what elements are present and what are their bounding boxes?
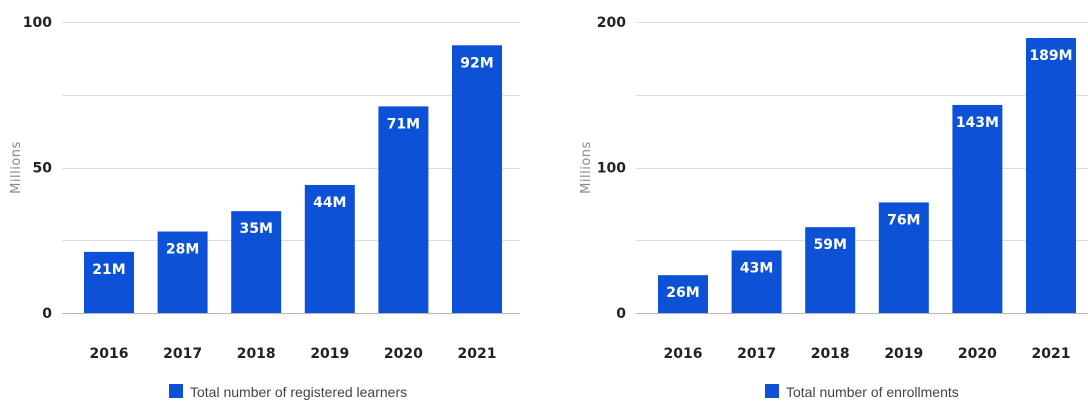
- data-label-2018: 35M: [239, 221, 272, 237]
- data-label-2021: 92M: [460, 55, 493, 71]
- legend-label: Total number of registered learners: [190, 384, 407, 400]
- x-tick-label-2016: 2016: [664, 346, 703, 362]
- bar-2020: [952, 104, 1003, 313]
- bar-2018: [231, 211, 282, 313]
- x-tick-label-2019: 2019: [884, 346, 923, 362]
- y-tick-label-0: 0: [42, 306, 52, 322]
- x-tick-label-2021: 2021: [1032, 346, 1071, 362]
- data-label-2018: 59M: [813, 237, 846, 253]
- y-tick-label-2: 200: [597, 15, 626, 31]
- x-tick-label-2020: 2020: [384, 346, 423, 362]
- bar-2021: [1026, 38, 1076, 313]
- data-label-2020: 143M: [956, 115, 999, 131]
- x-tick-label-2018: 2018: [237, 346, 276, 362]
- bar-2018: [805, 227, 856, 313]
- data-label-2021: 189M: [1029, 48, 1072, 64]
- bar-2017: [731, 250, 782, 313]
- bar-2017: [157, 231, 208, 313]
- chart-registered-learners: 0 50 100 Millions 21M 2016 28M 2017 35M 2018 44M 20…: [9, 15, 520, 400]
- x-tick-label-2018: 2018: [811, 346, 850, 362]
- x-tick-label-2017: 2017: [163, 346, 202, 362]
- y-tick-label-1: 100: [597, 161, 626, 177]
- legend-label: Total number of enrollments: [786, 384, 959, 400]
- data-label-2017: 28M: [166, 242, 199, 258]
- y-axis-title: Millions: [9, 141, 24, 194]
- x-tick-label-2016: 2016: [90, 346, 129, 362]
- data-label-2017: 43M: [740, 260, 773, 276]
- y-tick-label-0: 0: [616, 306, 626, 322]
- x-tick-label-2017: 2017: [737, 346, 776, 362]
- bar-2019: [878, 202, 929, 313]
- data-label-2020: 71M: [387, 116, 420, 132]
- x-tick-label-2020: 2020: [958, 346, 997, 362]
- bar-2021: [452, 45, 502, 313]
- x-tick-label-2019: 2019: [310, 346, 349, 362]
- legend-swatch: [765, 384, 779, 398]
- bar-2020: [378, 106, 429, 313]
- data-label-2019: 44M: [313, 195, 346, 211]
- y-axis-title: Millions: [579, 141, 594, 194]
- bar-2019: [304, 184, 355, 313]
- bar-2016: [658, 275, 708, 313]
- x-tick-label-2021: 2021: [458, 346, 497, 362]
- data-label-2016: 26M: [666, 285, 699, 301]
- y-tick-label-2: 100: [23, 15, 52, 31]
- legend-swatch: [169, 384, 183, 398]
- data-label-2019: 76M: [887, 212, 920, 228]
- data-label-2016: 21M: [92, 262, 125, 278]
- bar-2016: [84, 251, 134, 313]
- y-tick-label-1: 50: [33, 161, 53, 177]
- chart-enrollments: 0 100 200 Millions 26M 2016 43M 2017 59M 2018 76M 2…: [579, 15, 1088, 400]
